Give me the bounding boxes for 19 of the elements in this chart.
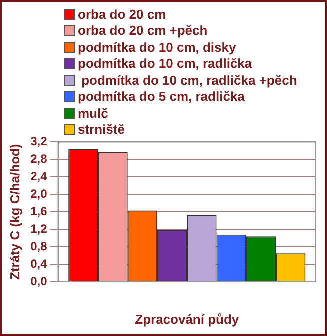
legend-label: orba do 20 cm +pěch <box>78 23 208 38</box>
y-tick-label: 0,4 <box>30 256 48 271</box>
x-axis-title: Zpracování půdy <box>135 312 240 327</box>
y-tick-label: 0,0 <box>30 274 48 288</box>
y-tick-label: 2,8 <box>30 152 48 166</box>
y-tick-label: 2,0 <box>30 186 48 201</box>
y-tick-label: 3,2 <box>30 134 48 149</box>
legend-label: strniště <box>78 122 125 138</box>
y-tick-label: 1,6 <box>30 204 48 218</box>
legend-label: podmítka do 5 cm, radlička <box>78 89 245 104</box>
y-tick-label: 0,8 <box>30 239 48 254</box>
legend-label: podmítka do 10 cm, radlička <box>78 56 252 72</box>
legend-label: mulč <box>78 106 108 121</box>
legend-label: podmítka do 10 cm, disky <box>78 40 236 55</box>
y-tick-label: 2,4 <box>30 169 48 184</box>
y-axis-title: Ztráty C (kg C/ha/hod) <box>7 144 22 280</box>
y-tick-label: 1,2 <box>30 222 48 236</box>
legend-label: orba do 20 cm <box>78 6 166 22</box>
legend-label: podmítka do 10 cm, radlička +pěch <box>80 72 298 88</box>
